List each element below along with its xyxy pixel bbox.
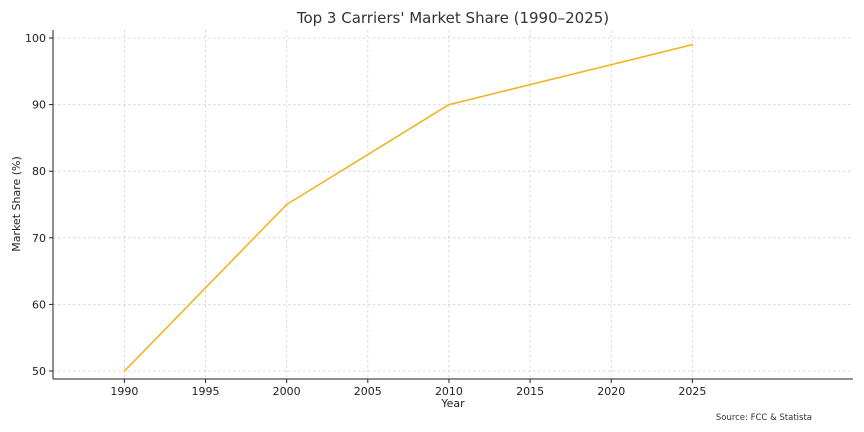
chart-title: Top 3 Carriers' Market Share (1990–2025) — [296, 9, 609, 27]
y-axis-label: Market Share (%) — [10, 156, 23, 252]
source-note: Source: FCC & Statista — [716, 413, 812, 423]
y-tick-label-80: 80 — [32, 165, 46, 178]
y-tick-label-70: 70 — [32, 232, 46, 245]
x-axis-label: Year — [440, 397, 465, 410]
x-tick-label-2020: 2020 — [597, 385, 625, 398]
x-tick-label-2005: 2005 — [354, 385, 382, 398]
y-tick-label-100: 100 — [25, 32, 46, 45]
x-tick-label-2010: 2010 — [435, 385, 463, 398]
y-tick-label-50: 50 — [32, 365, 46, 378]
y-tick-label-60: 60 — [32, 298, 46, 311]
ticks: 1990 1995 2000 2005 2010 2015 2020 2025 50 60 70 80… — [25, 32, 706, 398]
series-line-0 — [123, 43, 694, 372]
grid — [53, 30, 853, 379]
y-tick-label-90: 90 — [32, 99, 46, 112]
x-tick-label-1990: 1990 — [110, 385, 138, 398]
x-tick-label-2000: 2000 — [273, 385, 301, 398]
x-tick-label-2025: 2025 — [678, 385, 706, 398]
axes — [52, 30, 853, 380]
series-group — [123, 43, 694, 372]
x-tick-label-1995: 1995 — [192, 385, 220, 398]
x-tick-label-2015: 2015 — [516, 385, 544, 398]
